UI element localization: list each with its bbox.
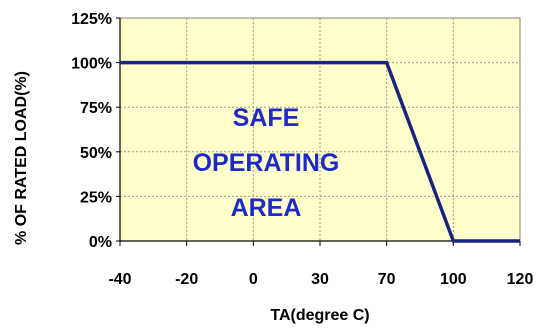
derating-curve: [120, 60, 520, 243]
y-tick-label: 125%: [71, 11, 112, 28]
y-axis-title: % OF RATED LOAD(%): [13, 71, 30, 245]
x-tick-label: -40: [108, 271, 131, 288]
x-tick-label: 70: [378, 271, 396, 288]
y-tick-label: 50%: [80, 145, 112, 162]
y-tick-label: 25%: [80, 189, 112, 206]
y-tick-label: 0%: [89, 234, 112, 251]
annotation-line-2: OPERATING: [193, 149, 340, 177]
annotation-line-3: AREA: [231, 194, 302, 222]
x-axis-title: TA(degree C): [270, 307, 369, 324]
x-tick-label: -20: [175, 271, 198, 288]
y-tick-label: 100%: [71, 56, 112, 73]
x-tick-label: 120: [507, 271, 534, 288]
x-tick-label: 30: [311, 271, 329, 288]
y-tick-labels: 0% 25% 50% 75% 100% 125%: [71, 11, 112, 251]
x-tick-label: 100: [440, 271, 467, 288]
annotation-line-1: SAFE: [233, 104, 300, 132]
x-tick-labels: -40 -20 0 30 70 100 120: [108, 271, 533, 288]
y-tick-label: 75%: [80, 100, 112, 117]
series-group: [120, 60, 520, 243]
x-tick-label: 0: [249, 271, 258, 288]
